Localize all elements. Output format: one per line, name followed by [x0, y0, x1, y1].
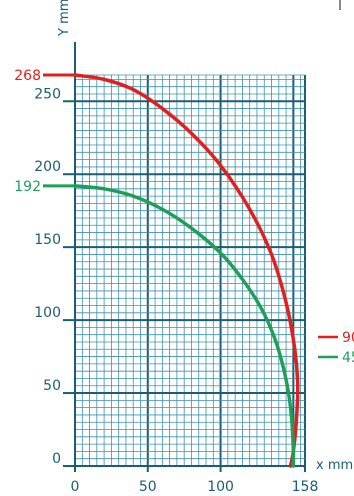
y-tick-label: 150	[34, 232, 61, 248]
y-tick-label: 0	[52, 451, 61, 467]
x-tick-label: 0	[71, 479, 80, 495]
x-axis-label: x mm	[316, 458, 353, 473]
series-45-line	[73, 184, 296, 468]
x-tick-label: 100	[207, 479, 234, 495]
grid	[74, 74, 306, 467]
y-tick-label: 200	[34, 159, 61, 175]
series-layer: 268 192	[14, 68, 300, 468]
y-tick-label: 50	[43, 378, 61, 394]
series-90-line	[73, 73, 300, 468]
y-tick-label: 250	[34, 86, 61, 102]
y-tick-label: 100	[34, 305, 61, 321]
series-90-peak-label: 268	[14, 68, 41, 84]
x-tick-label: 50	[139, 479, 157, 495]
labels: Y mm x mm	[57, 0, 353, 473]
y-axis-label: Y mm	[57, 0, 72, 37]
legend-label-90: 90	[342, 330, 354, 346]
series-45-peak-label: 192	[14, 179, 41, 195]
axes: 0 50 100 158 0 50 100 150 200 250	[34, 42, 318, 495]
x-tick-label: 158	[292, 479, 319, 495]
legend-label-45: 45	[342, 350, 354, 366]
legend: 9045	[318, 330, 354, 366]
